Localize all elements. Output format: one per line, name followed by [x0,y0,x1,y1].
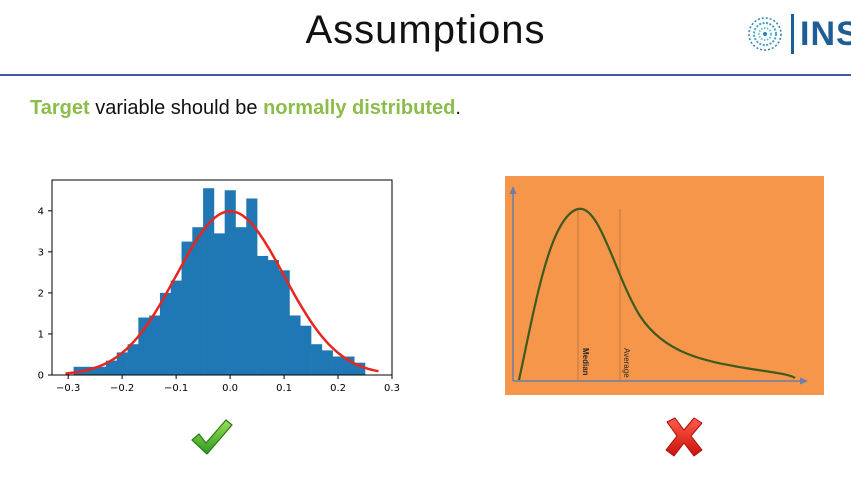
plot-frame [51,179,393,376]
skewed-distribution-chart: Median Average [505,176,824,395]
histogram-bar [224,190,236,375]
histogram-bar [257,255,269,375]
histogram-bar [116,352,128,375]
histogram-bar [127,344,139,375]
histogram-bar [300,325,312,375]
skewed-axes [509,186,808,385]
x-tick-label: −0.1 [164,383,188,394]
histogram-bar [213,233,225,375]
histogram-bar [203,188,215,375]
histogram-bar [354,362,366,375]
y-tick-label: 2 [38,288,44,299]
average-label: Average [622,348,631,378]
normal-curve [65,209,379,375]
logo-divider [791,14,794,54]
histogram-bar [105,360,118,375]
bullet-text: Target variable should be normally distr… [30,97,461,120]
skewed-curve [517,207,796,381]
histogram-bar [278,270,290,375]
bullet-target: Target [30,97,90,119]
histogram-bars [73,188,366,375]
y-tick-label: 0 [38,371,44,382]
x-ticks: −0.3 −0.2 −0.1 0.0 0.1 0.2 0.3 [56,375,400,394]
x-tick-label: 0.3 [384,383,400,394]
median-label: Median [581,348,590,376]
histogram-bar [181,241,193,375]
x-tick-label: 0.2 [330,383,346,394]
check-icon [191,419,233,455]
skewed-x-arrow [800,377,808,385]
insa-logo-mark [748,17,782,51]
histogram-bar [84,366,96,375]
y-tick-label: 4 [38,206,44,217]
slide-title: Assumptions [305,8,546,52]
logo-text: INSA [800,15,851,53]
bullet-period: . [455,97,461,119]
histogram-bar [343,356,355,375]
histogram-bar [267,260,279,375]
histogram-bar [95,366,107,375]
histogram-bar [159,292,172,375]
x-tick-label: −0.2 [110,383,134,394]
x-tick-label: −0.3 [56,383,80,394]
histogram-bar [235,227,247,375]
x-tick-label: 0.1 [276,383,292,394]
x-tick-label: 0.0 [222,383,238,394]
histogram-bar [170,280,182,375]
histogram-bar [289,315,301,375]
histogram-chart: −0.3 −0.2 −0.1 0.0 0.1 0.2 0.3 0 1 2 3 4 [38,179,400,394]
y-ticks: 0 1 2 3 4 [38,206,52,382]
y-tick-label: 3 [38,247,44,258]
histogram-bar [149,315,161,375]
skewed-y-arrow [509,186,517,194]
histogram-bar [246,198,258,375]
histogram-bar [321,350,333,375]
bullet-middle: variable should be [89,97,264,119]
skewed-chart-background [505,176,824,395]
y-tick-label: 1 [38,329,44,340]
histogram-bar [332,356,344,375]
histogram-bar [311,344,323,375]
bullet-normal: normally distributed [263,97,456,119]
title-rule [0,74,851,76]
histogram-bar [138,317,150,375]
cross-icon [665,417,703,457]
histogram-bar [192,227,204,375]
